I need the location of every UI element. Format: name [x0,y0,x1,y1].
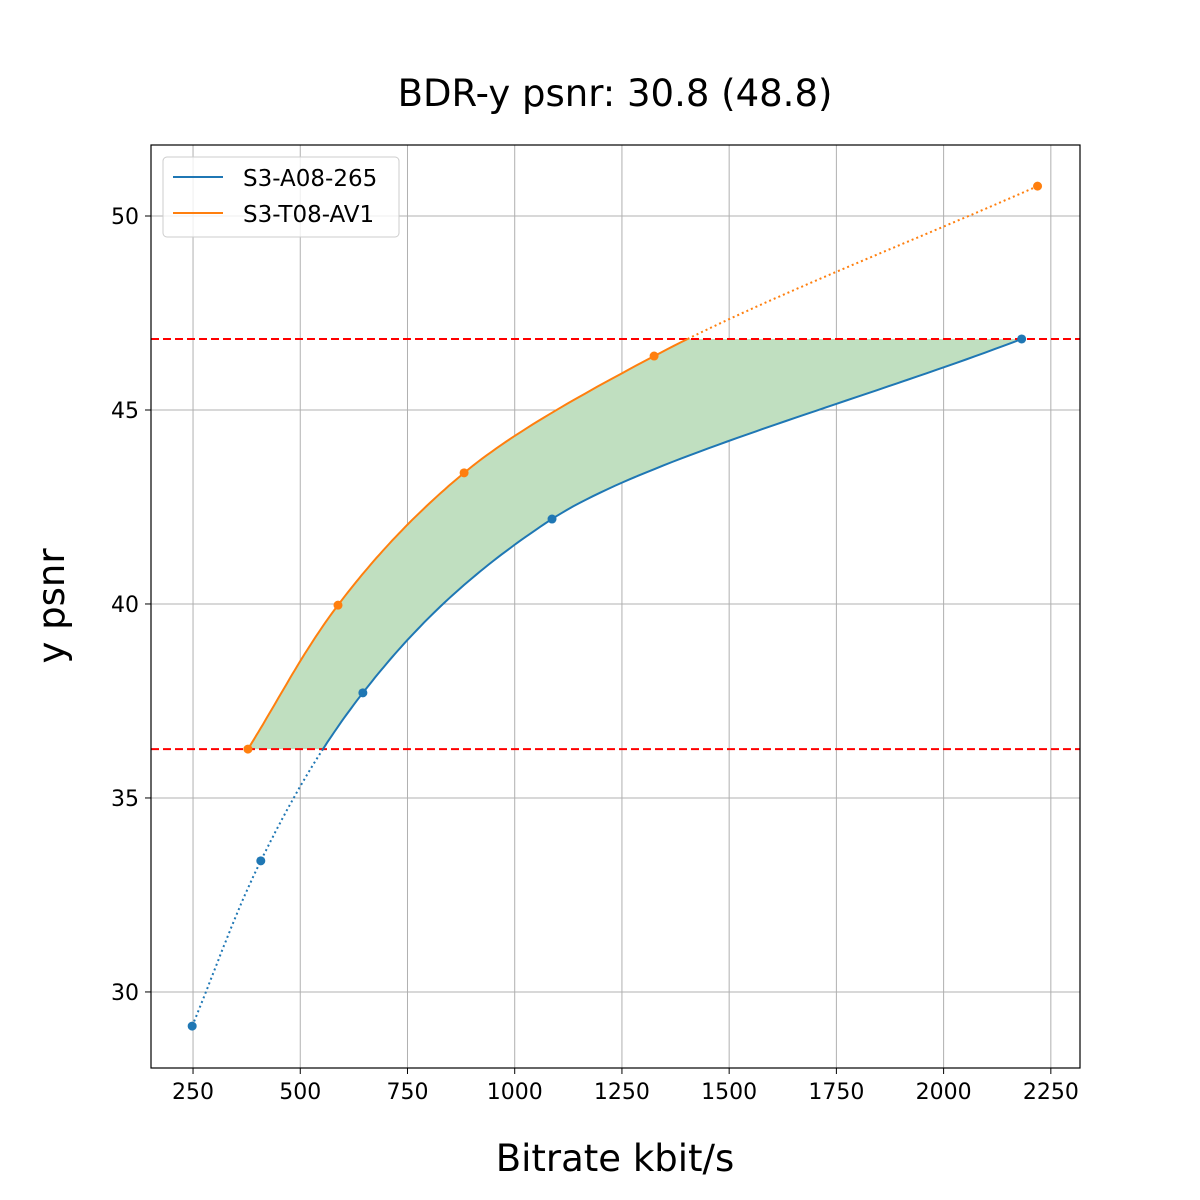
plot-frame [150,144,1081,1069]
legend-label-1: S3-T08-AV1 [243,202,374,228]
data-point [459,468,469,478]
x-tick-label: 500 [279,1080,321,1105]
x-tick-label: 2000 [916,1080,972,1105]
legend-label-0: S3-A08-265 [243,166,377,192]
y-tick-label: 50 [111,205,139,230]
reference-lines [151,337,1080,751]
y-tick-label: 35 [111,787,139,812]
x-tick-label: 1750 [808,1080,864,1105]
legend: S3-A08-265 S3-T08-AV1 [162,156,400,238]
data-point [547,514,557,524]
y-axis-label: y psnr [30,548,73,664]
x-tick-label: 750 [386,1080,428,1105]
series-extrapolated-line [687,185,1038,340]
x-axis-label: Bitrate kbit/s [496,1137,735,1180]
series-extrapolated-line [191,748,324,1027]
data-point [243,744,253,754]
x-tick-label: 1500 [701,1080,757,1105]
data-point [358,688,368,698]
ticks: 250 500 750 1000 1250 1500 1750 2000 2250 30 35 40 4… [111,205,1079,1105]
data-point [333,600,343,610]
data-point [256,856,266,866]
series-group [187,181,1043,1031]
y-tick-label: 40 [111,593,139,618]
data-point [649,351,659,361]
grid [151,145,1080,1068]
x-tick-label: 1000 [487,1080,543,1105]
y-tick-label: 45 [111,399,139,424]
data-point [1017,334,1027,344]
series-line [322,338,1023,750]
y-tick-label: 30 [111,981,139,1006]
x-tick-label: 250 [172,1080,214,1105]
x-tick-label: 1250 [594,1080,650,1105]
x-tick-label: 2250 [1023,1080,1079,1105]
fill-area [247,339,1022,750]
series-line [247,338,689,750]
data-point [187,1021,197,1031]
chart-title: BDR-y psnr: 30.8 (48.8) [398,72,833,115]
fill-between [247,339,1022,750]
data-point [1033,181,1043,191]
